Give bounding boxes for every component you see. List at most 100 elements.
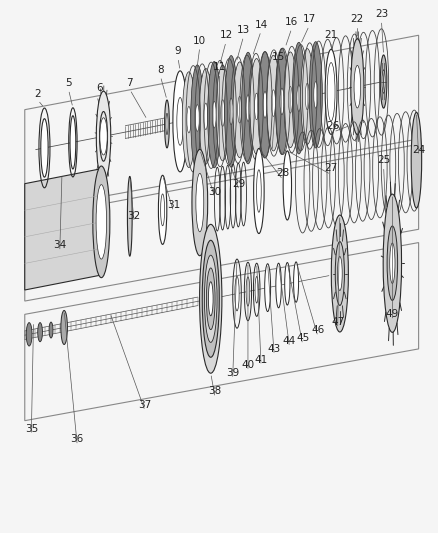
Ellipse shape [353,66,360,108]
Ellipse shape [262,92,266,118]
Ellipse shape [283,151,291,220]
Ellipse shape [158,175,166,245]
Text: 16: 16 [284,17,298,27]
Ellipse shape [246,95,250,122]
Text: 5: 5 [65,78,72,88]
Ellipse shape [325,49,336,134]
Ellipse shape [208,282,212,316]
Ellipse shape [253,149,264,233]
Ellipse shape [300,49,313,144]
Ellipse shape [256,169,261,212]
Polygon shape [25,168,101,290]
Ellipse shape [202,240,219,357]
Text: 11: 11 [212,62,226,72]
Ellipse shape [173,71,187,172]
Ellipse shape [275,263,281,308]
Text: 49: 49 [385,309,398,319]
Text: 17: 17 [302,14,315,25]
Ellipse shape [41,119,48,177]
Ellipse shape [293,262,298,302]
Ellipse shape [199,69,212,164]
Ellipse shape [127,176,132,256]
Ellipse shape [254,277,258,303]
Ellipse shape [187,107,191,133]
Ellipse shape [266,55,279,151]
Ellipse shape [234,277,239,311]
Ellipse shape [61,310,67,344]
Text: 2: 2 [35,88,41,99]
Ellipse shape [96,184,106,259]
Ellipse shape [241,52,254,164]
Text: 8: 8 [157,65,163,75]
Ellipse shape [160,194,164,226]
Ellipse shape [337,256,342,290]
Text: 9: 9 [174,46,181,56]
Ellipse shape [386,226,397,301]
Text: 22: 22 [350,14,363,25]
Ellipse shape [264,264,270,312]
Ellipse shape [308,42,321,148]
Ellipse shape [246,277,249,306]
Text: 7: 7 [126,78,133,88]
Ellipse shape [191,65,203,171]
Ellipse shape [99,118,107,155]
Text: 46: 46 [311,325,324,335]
Text: 25: 25 [376,155,389,165]
Ellipse shape [233,62,246,158]
Text: 43: 43 [267,344,280,354]
Ellipse shape [249,59,262,154]
Ellipse shape [284,263,289,305]
Text: 40: 40 [241,360,254,370]
Ellipse shape [164,100,169,148]
Ellipse shape [292,42,305,154]
Text: 34: 34 [53,240,66,250]
Text: 26: 26 [326,120,339,131]
Ellipse shape [288,86,292,113]
Ellipse shape [166,114,168,134]
Text: 6: 6 [95,83,102,93]
Text: 36: 36 [71,434,84,445]
Text: 14: 14 [254,20,267,30]
Ellipse shape [38,322,42,342]
Ellipse shape [331,215,348,332]
Text: 12: 12 [219,30,232,41]
Ellipse shape [305,83,309,110]
Ellipse shape [389,243,394,284]
Ellipse shape [177,98,183,146]
Ellipse shape [224,55,237,167]
Ellipse shape [220,100,224,126]
Ellipse shape [70,116,76,169]
Text: 27: 27 [324,163,337,173]
Ellipse shape [350,39,363,134]
Ellipse shape [283,52,296,148]
Text: 32: 32 [127,211,141,221]
Ellipse shape [195,104,199,131]
Ellipse shape [204,255,216,342]
Ellipse shape [212,101,216,128]
Ellipse shape [258,52,271,158]
Ellipse shape [49,322,53,338]
Ellipse shape [92,166,110,278]
Text: 24: 24 [411,144,424,155]
Ellipse shape [199,224,221,373]
Text: 21: 21 [324,30,337,41]
Text: 28: 28 [276,168,289,179]
Ellipse shape [237,96,241,123]
Text: 35: 35 [25,424,38,434]
Ellipse shape [191,149,207,256]
Ellipse shape [26,322,32,346]
Ellipse shape [382,194,401,333]
Ellipse shape [335,241,344,305]
Ellipse shape [313,82,317,108]
Text: 38: 38 [208,386,221,397]
Text: 47: 47 [330,317,343,327]
Ellipse shape [279,88,283,115]
Text: 10: 10 [193,36,206,45]
Text: 39: 39 [226,368,239,378]
Ellipse shape [215,65,229,161]
Text: 23: 23 [374,9,387,19]
Ellipse shape [275,49,288,155]
Ellipse shape [410,112,421,208]
Ellipse shape [229,98,233,125]
Ellipse shape [254,93,258,120]
